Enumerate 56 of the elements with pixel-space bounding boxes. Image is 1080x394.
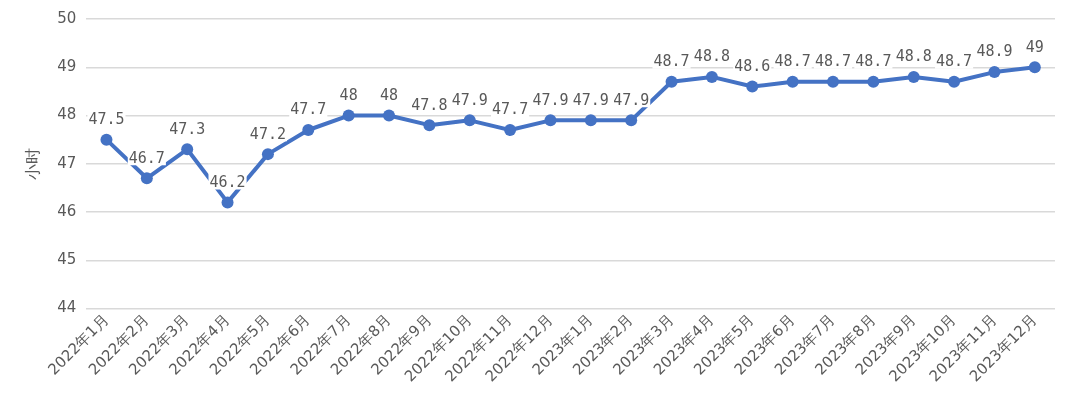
y-axis-title: 小时 <box>22 147 42 180</box>
point <box>988 66 1001 79</box>
data-label: 48 <box>379 85 399 104</box>
point <box>544 114 557 127</box>
point <box>181 143 194 156</box>
data-label: 47.2 <box>249 124 286 143</box>
y-tick-label: 50 <box>57 8 77 27</box>
data-label: 48.6 <box>734 56 771 75</box>
point <box>342 109 355 122</box>
data-label: 48.7 <box>774 52 811 71</box>
data-label: 48 <box>339 85 358 104</box>
data-label: 47.9 <box>613 90 650 109</box>
point <box>665 75 678 88</box>
y-tick-label: 45 <box>57 250 77 269</box>
data-label: 47.7 <box>492 100 529 119</box>
point <box>100 133 113 146</box>
point <box>140 172 153 185</box>
point <box>867 75 880 88</box>
data-label: 48.7 <box>855 52 892 71</box>
point <box>261 148 274 161</box>
data-label: 48.9 <box>976 42 1013 61</box>
point <box>463 114 476 127</box>
data-label: 47.3 <box>169 119 206 138</box>
point <box>625 114 638 127</box>
point <box>786 75 799 88</box>
data-label: 48.8 <box>693 47 730 66</box>
y-tick-label: 44 <box>57 298 77 317</box>
data-label: 47.9 <box>572 90 609 109</box>
y-tick-label: 49 <box>57 57 77 76</box>
point <box>584 114 597 127</box>
data-label: 46.2 <box>209 172 246 191</box>
point <box>1028 61 1041 74</box>
point <box>504 124 517 136</box>
point <box>302 124 315 136</box>
data-label: 49 <box>1025 37 1044 56</box>
data-label: 47.8 <box>411 95 448 114</box>
data-label: 48.7 <box>936 52 973 71</box>
point <box>221 196 234 209</box>
data-label: 47.9 <box>532 90 569 109</box>
point <box>746 80 759 93</box>
point <box>907 70 920 83</box>
point <box>423 119 436 132</box>
point <box>705 70 718 83</box>
y-tick-label: 47 <box>57 153 77 172</box>
point <box>948 75 961 88</box>
point <box>827 75 839 88</box>
data-label: 47.7 <box>290 100 327 119</box>
data-label: 48.7 <box>653 52 690 71</box>
point <box>383 109 396 122</box>
data-label: 48.8 <box>895 47 932 66</box>
y-tick-label: 46 <box>57 201 77 220</box>
data-label: 48.7 <box>814 52 852 71</box>
data-label: 47.9 <box>451 90 488 109</box>
data-label: 47.5 <box>88 110 125 129</box>
y-tick-label: 48 <box>57 105 77 124</box>
data-label: 46.7 <box>128 148 165 167</box>
